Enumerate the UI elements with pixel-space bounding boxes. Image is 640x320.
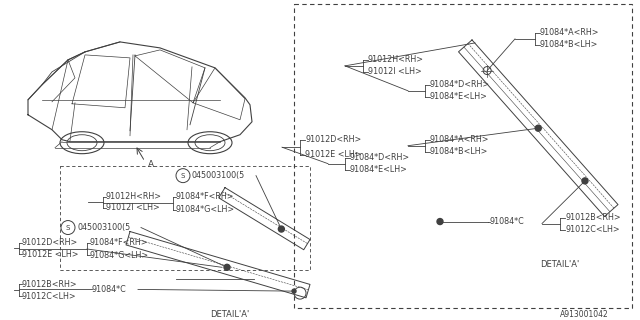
Text: 91084*A<RH>: 91084*A<RH>: [430, 135, 490, 144]
Text: S: S: [181, 173, 185, 179]
Text: S: S: [66, 225, 70, 230]
Circle shape: [582, 178, 588, 184]
Text: 91084*G<LH>: 91084*G<LH>: [90, 251, 149, 260]
Text: 045003100(5: 045003100(5: [77, 223, 131, 232]
Text: 91012I <LH>: 91012I <LH>: [106, 203, 160, 212]
Text: 045003100(5: 045003100(5: [192, 171, 245, 180]
Text: 91084*B<LH>: 91084*B<LH>: [430, 147, 488, 156]
Text: 91084*B<LH>: 91084*B<LH>: [540, 40, 598, 49]
Circle shape: [535, 125, 541, 131]
Text: 91084*A<RH>: 91084*A<RH>: [540, 28, 600, 37]
Circle shape: [278, 226, 284, 232]
Text: 91012E <LH>: 91012E <LH>: [22, 250, 79, 259]
Text: 91084*C: 91084*C: [92, 285, 127, 294]
Text: 91084*E<LH>: 91084*E<LH>: [350, 165, 408, 174]
Circle shape: [224, 264, 230, 270]
Text: 91012H<RH>: 91012H<RH>: [106, 192, 162, 201]
Text: 91012I <LH>: 91012I <LH>: [368, 67, 422, 76]
Text: 91012B<RH>: 91012B<RH>: [565, 213, 621, 222]
Text: 91012C<LH>: 91012C<LH>: [565, 225, 620, 234]
Text: 91084*F<RH>: 91084*F<RH>: [176, 192, 234, 201]
Bar: [60, 166, 310, 270]
Text: 91012H<RH>: 91012H<RH>: [368, 55, 424, 64]
Circle shape: [437, 219, 443, 225]
Text: 91012D<RH>: 91012D<RH>: [22, 238, 78, 247]
Text: 91012E <LH>: 91012E <LH>: [305, 150, 362, 159]
Text: DETAIL'A': DETAIL'A': [211, 310, 250, 319]
Text: A: A: [148, 160, 154, 169]
Text: 91012D<RH>: 91012D<RH>: [305, 135, 361, 144]
Text: 91084*E<LH>: 91084*E<LH>: [430, 92, 488, 101]
Text: 91084*G<LH>: 91084*G<LH>: [176, 205, 235, 214]
Text: 91084*D<RH>: 91084*D<RH>: [430, 80, 490, 89]
Text: 91084*D<RH>: 91084*D<RH>: [350, 153, 410, 162]
Circle shape: [292, 289, 296, 293]
Text: 91012B<RH>: 91012B<RH>: [22, 280, 77, 289]
Text: DETAIL'A': DETAIL'A': [540, 260, 580, 269]
Text: A913001042: A913001042: [560, 310, 609, 319]
Text: 91012C<LH>: 91012C<LH>: [22, 292, 77, 301]
Text: 91084*C: 91084*C: [490, 217, 525, 226]
Text: 91084*F<RH>: 91084*F<RH>: [90, 238, 148, 247]
Bar: [294, 4, 632, 308]
